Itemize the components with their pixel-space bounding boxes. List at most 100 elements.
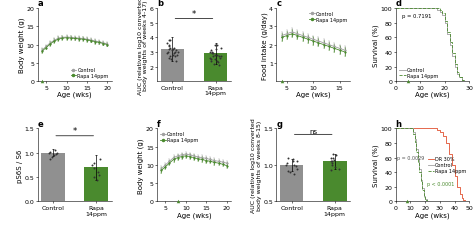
Point (94, 171, 102, 174)
Point (95, 173, 103, 177)
Point (164, 52, 171, 56)
Text: g: g (276, 119, 283, 128)
Point (210, 52, 217, 56)
Point (207, 49, 215, 53)
Point (335, 167, 342, 171)
Text: b: b (157, 0, 163, 8)
Y-axis label: Survival (%): Survival (%) (373, 144, 379, 186)
Point (165, 44, 173, 47)
Bar (323, 162, 346, 229)
Point (173, 49, 180, 53)
Point (48, 155, 56, 159)
Point (210, 63, 218, 66)
Point (290, 172, 298, 176)
Point (167, 58, 175, 62)
Point (328, 160, 335, 164)
Point (97, 157, 104, 161)
Point (212, 54, 219, 57)
Point (292, 165, 300, 169)
Point (283, 164, 290, 167)
Point (166, 55, 174, 59)
Point (217, 46, 224, 50)
Point (215, 55, 223, 59)
Point (284, 169, 292, 173)
Point (90, 167, 98, 170)
Bar (41, 153, 65, 202)
Legend: Control, Rapa 14ppm: Control, Rapa 14ppm (398, 67, 438, 79)
Text: p = 0.0029: p = 0.0029 (397, 155, 424, 160)
X-axis label: Age (wks): Age (wks) (177, 211, 211, 218)
Point (332, 154, 340, 158)
Text: *: * (73, 127, 77, 136)
Text: d: d (396, 0, 401, 8)
Point (213, 54, 220, 57)
Y-axis label: AUC (relative log10 converted
body weights of weeks 8-15): AUC (relative log10 converted body weigh… (251, 118, 262, 212)
Point (283, 162, 291, 166)
Point (166, 46, 174, 50)
Point (291, 164, 298, 167)
Y-axis label: Body weight (g): Body weight (g) (18, 18, 25, 73)
Legend: Control, Rapa 14ppm: Control, Rapa 14ppm (309, 12, 347, 24)
Point (209, 52, 216, 56)
Point (46, 150, 54, 154)
Bar (204, 54, 228, 96)
X-axis label: Age (wks): Age (wks) (415, 211, 450, 218)
Point (211, 44, 219, 47)
Point (212, 48, 219, 52)
Point (214, 61, 221, 65)
Point (328, 164, 336, 167)
Point (164, 51, 172, 55)
Point (329, 153, 337, 156)
Bar (84, 168, 108, 202)
Point (53, 153, 60, 156)
Point (51, 149, 59, 153)
Point (163, 42, 171, 46)
Point (207, 57, 214, 60)
X-axis label: Age (wks): Age (wks) (415, 92, 450, 98)
Point (286, 171, 294, 174)
Point (293, 167, 301, 171)
Y-axis label: Survival (%): Survival (%) (373, 24, 379, 67)
Point (328, 160, 336, 164)
Text: *: * (192, 10, 196, 19)
Point (53, 151, 61, 155)
Legend: DR 30%, Control, Rapa 14ppm: DR 30%, Control, Rapa 14ppm (428, 156, 467, 174)
Point (170, 52, 177, 56)
Point (174, 51, 182, 55)
Point (46, 157, 54, 161)
Text: p = 0.7191: p = 0.7191 (401, 14, 431, 19)
Point (289, 158, 297, 161)
Point (46, 151, 53, 155)
Point (171, 51, 179, 55)
Point (208, 51, 216, 55)
Point (328, 161, 336, 165)
Point (173, 54, 181, 57)
Y-axis label: Body weight (g): Body weight (g) (138, 138, 145, 193)
Text: f: f (157, 119, 161, 128)
Text: e: e (38, 119, 44, 128)
Bar (161, 50, 184, 96)
Point (165, 39, 173, 43)
Text: p < 0.0001: p < 0.0001 (427, 182, 454, 187)
Point (173, 60, 180, 63)
Text: ns: ns (309, 128, 317, 134)
Legend: Control, Rapa 14ppm: Control, Rapa 14ppm (70, 67, 109, 79)
Point (90, 175, 97, 179)
Y-axis label: pS6S / S6: pS6S / S6 (18, 149, 23, 182)
Point (213, 44, 220, 47)
Point (217, 55, 225, 59)
Point (90, 162, 97, 166)
Text: h: h (396, 119, 401, 128)
Text: c: c (276, 0, 282, 8)
Point (165, 48, 173, 52)
Point (93, 178, 101, 182)
Point (215, 64, 223, 68)
Point (331, 166, 339, 169)
Text: a: a (38, 0, 44, 8)
Point (216, 57, 224, 60)
Y-axis label: AUC (relatives log10 converted
body weights of weeks 4-17): AUC (relatives log10 converted body weig… (137, 0, 148, 94)
Point (171, 55, 179, 59)
Point (207, 51, 214, 55)
Point (165, 45, 173, 49)
Point (170, 46, 177, 50)
